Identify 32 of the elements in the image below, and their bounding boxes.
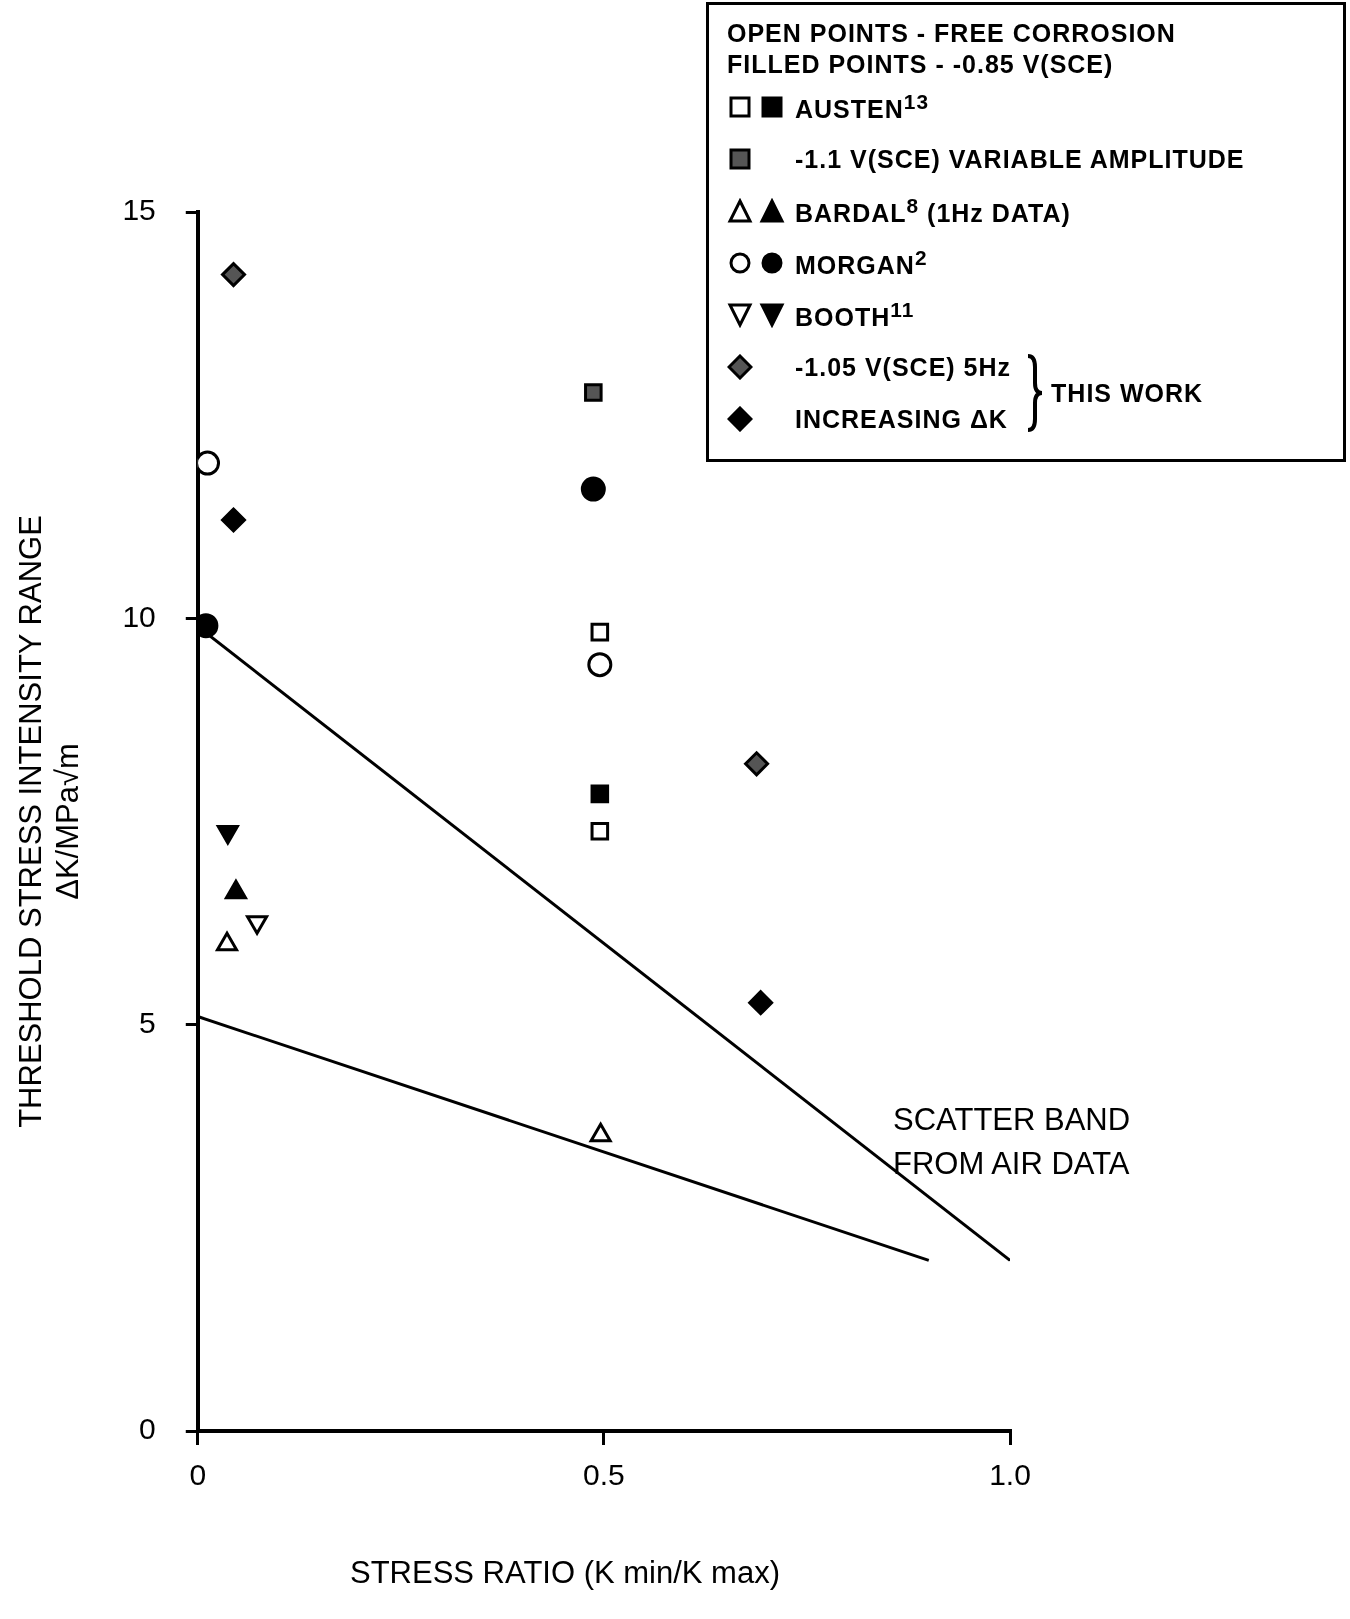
x-tick-label: 1.0: [989, 1458, 1031, 1492]
legend-label: AUSTEN$^{13}$: [795, 89, 929, 125]
point: [221, 507, 247, 533]
legend-label: -1.1 V(SCE) VARIABLE AMPLITUDE: [795, 144, 1245, 174]
point: [197, 450, 221, 476]
x-axis-title: STRESS RATIO (K min/K max): [348, 1555, 781, 1591]
text: OPEN POINTS - FREE CORROSION: [727, 19, 1177, 48]
point: [580, 476, 606, 502]
annotation: SCATTER BAND FROM AIR DATA: [893, 1101, 1131, 1183]
text: FILLED POINTS - -0.85 V(SCE): [727, 50, 1115, 79]
point: [587, 652, 613, 678]
point: [748, 990, 774, 1016]
y-tick-label: 15: [122, 193, 156, 227]
x-tick-label: 0.5: [583, 1458, 625, 1492]
legend-label: INCREASING ΔK: [795, 404, 1008, 434]
y-tick-label: 10: [122, 599, 156, 633]
point: [590, 784, 610, 804]
point: [197, 613, 219, 639]
point: [584, 383, 603, 402]
legend-label: BOOTH$^{11}$: [795, 297, 915, 333]
legend-label: MORGAN$^{2}$: [795, 245, 928, 281]
legend-label: BARDAL$^{8}$ (1Hz DATA): [795, 193, 1071, 229]
text: THIS WORK: [1051, 378, 1204, 408]
x-tick-label: 0: [189, 1458, 207, 1492]
legend-label: -1.05 V(SCE) 5Hz: [795, 352, 1012, 382]
point: [590, 821, 610, 841]
point: [221, 262, 247, 288]
y-tick-label: 5: [139, 1005, 156, 1039]
y-axis-title: THRESHOLD STRESS INTENSITY RANGE ΔK/MPa√m: [13, 515, 86, 1128]
point: [590, 622, 610, 642]
point: [744, 751, 770, 777]
y-tick-label: 0: [139, 1412, 156, 1446]
